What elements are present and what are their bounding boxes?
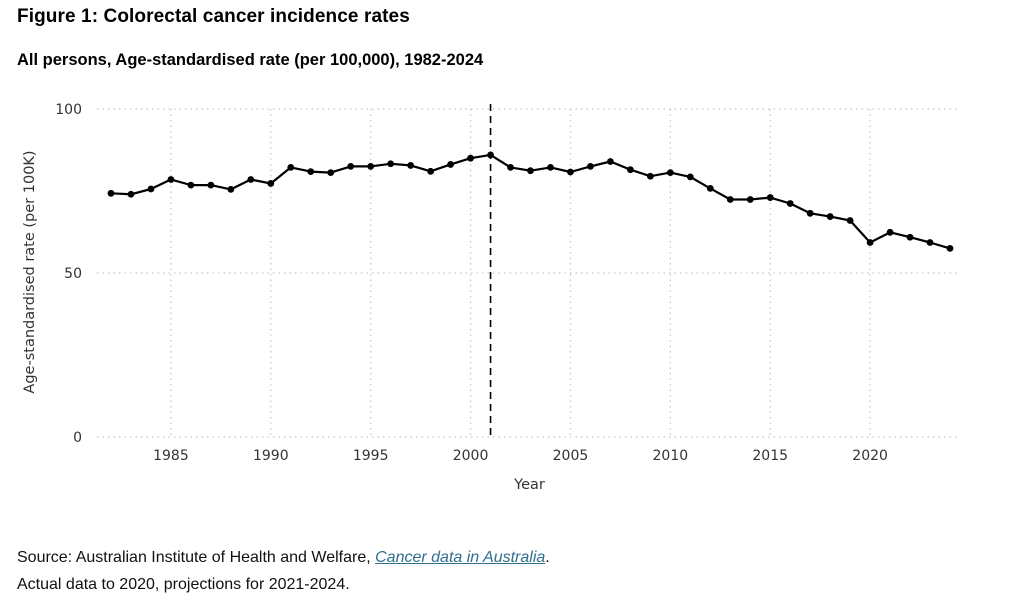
data-point	[786, 200, 794, 207]
source-prefix: Source: Australian Institute of Health a…	[17, 549, 376, 566]
data-point	[626, 166, 634, 174]
data-point	[926, 239, 934, 246]
data-point	[327, 169, 335, 177]
data-point	[746, 196, 754, 203]
data-point	[846, 217, 854, 224]
data-point	[806, 209, 814, 217]
data-point	[387, 160, 395, 168]
line-chart: 0 50 100 1985 1990 1995 2000 2005 2010 2015 2020 Ye…	[22, 102, 960, 493]
x-tick-label: 2010	[653, 448, 689, 464]
data-point	[267, 180, 275, 187]
data-point	[886, 228, 894, 236]
data-point	[207, 181, 215, 189]
data-point	[167, 176, 175, 183]
data-point	[866, 239, 874, 246]
data-point	[547, 163, 554, 171]
data-point	[347, 163, 355, 170]
data-point	[287, 163, 295, 171]
data-point	[946, 245, 954, 252]
x-tick-label: 2005	[553, 448, 589, 464]
figure-subtitle: All persons, Age-standardised rate (per …	[17, 51, 484, 69]
data-point	[107, 189, 115, 197]
data-point	[726, 196, 734, 203]
data-point	[906, 233, 914, 241]
data-point	[527, 167, 534, 175]
data-point	[706, 184, 714, 192]
data-point	[826, 213, 834, 220]
data-point	[467, 154, 474, 162]
x-tick-label: 2000	[453, 448, 489, 464]
data-point	[646, 172, 654, 180]
projection-note: Actual data to 2020, projections for 202…	[17, 576, 350, 593]
data-point	[447, 161, 454, 168]
data-point	[766, 194, 774, 201]
figure-title: Figure 1: Colorectal cancer incidence ra…	[17, 6, 410, 27]
data-point	[666, 169, 674, 177]
data-point	[147, 185, 155, 193]
source-suffix: .	[545, 549, 550, 566]
y-tick-label: 100	[55, 102, 82, 118]
data-point	[307, 168, 315, 176]
source-note: Source: Australian Institute of Health a…	[17, 549, 550, 567]
source-link[interactable]: Cancer data in Australia	[375, 549, 546, 566]
data-point	[367, 163, 375, 170]
y-axis-title: Age-standardised rate (per 100K)	[22, 150, 38, 393]
data-point	[507, 163, 514, 171]
x-tick-label: 1985	[153, 448, 189, 464]
data-point	[187, 181, 195, 189]
data-point	[686, 173, 694, 181]
data-point	[487, 151, 494, 159]
data-point	[407, 162, 415, 169]
data-point	[587, 163, 594, 170]
data-point	[127, 190, 135, 198]
x-tick-label: 1995	[353, 448, 389, 464]
x-tick-label: 2015	[752, 448, 788, 464]
data-point	[247, 176, 255, 183]
x-axis-title: Year	[513, 477, 545, 493]
data-point	[567, 168, 574, 176]
y-tick-label: 0	[73, 430, 82, 446]
data-point	[427, 167, 435, 175]
data-point	[607, 158, 614, 165]
data-point	[227, 185, 235, 193]
y-tick-label: 50	[64, 266, 82, 282]
x-tick-label: 1990	[253, 448, 289, 464]
x-tick-label: 2020	[852, 448, 888, 464]
